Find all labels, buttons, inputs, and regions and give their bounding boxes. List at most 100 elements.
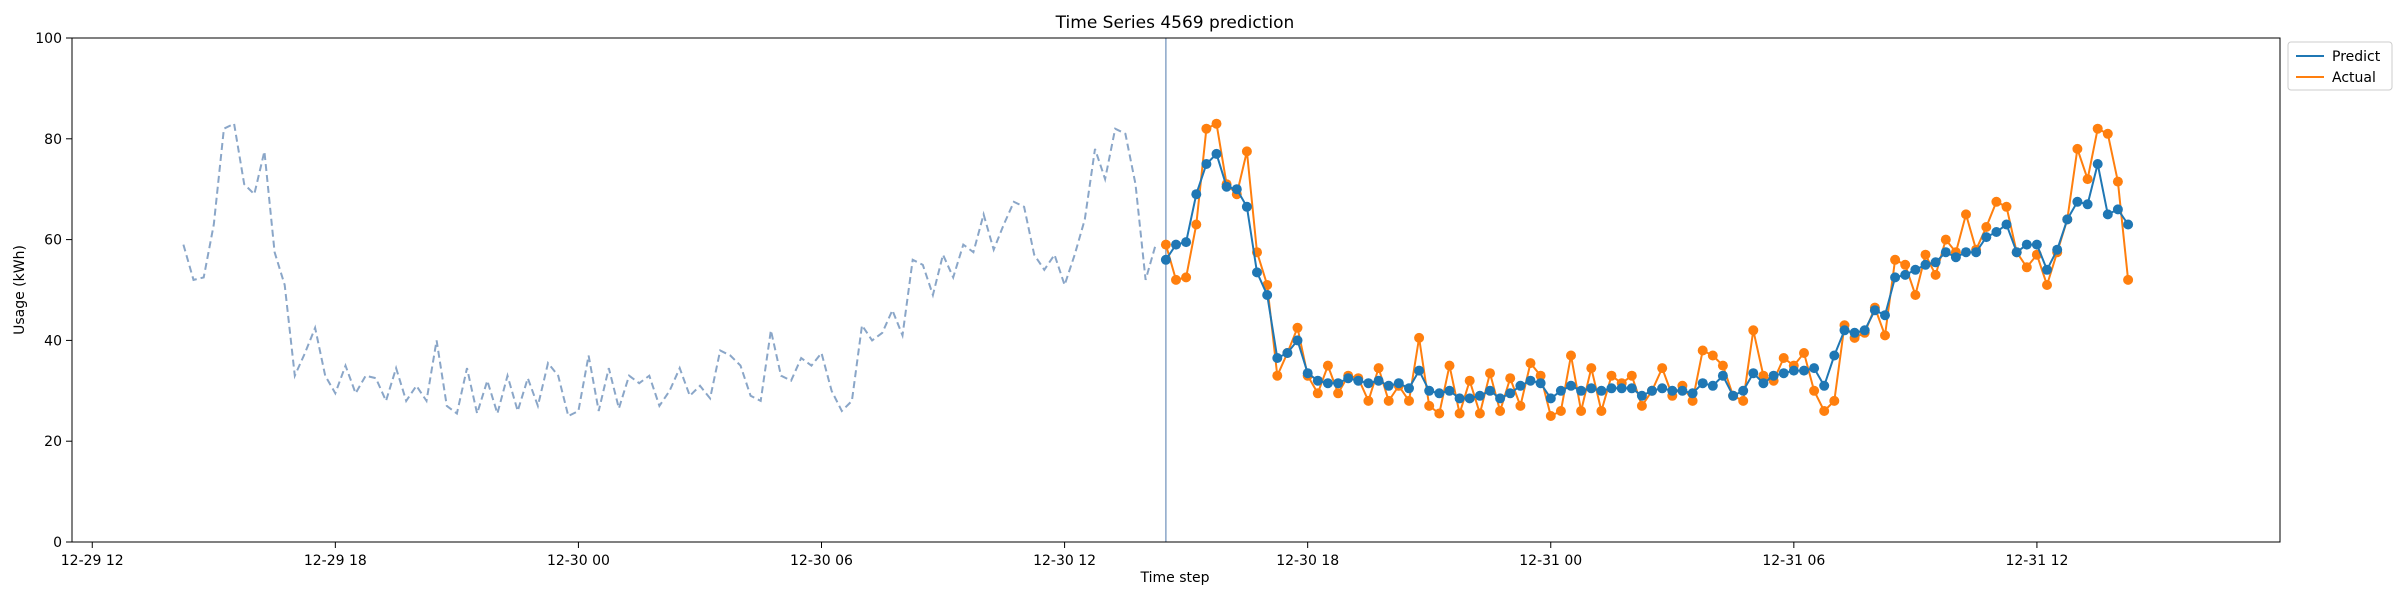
data-point-predict bbox=[1606, 383, 1617, 394]
legend: Predict Actual bbox=[2287, 41, 2393, 91]
data-point-actual bbox=[1576, 406, 1587, 416]
data-point-predict bbox=[1788, 365, 1799, 376]
data-point-predict bbox=[1312, 375, 1323, 386]
data-point-predict bbox=[1647, 385, 1657, 396]
data-point-predict bbox=[1880, 310, 1890, 321]
data-point-actual bbox=[1697, 345, 1708, 356]
plot-frame bbox=[71, 37, 2281, 543]
data-point-actual bbox=[1829, 395, 1840, 406]
plot-area bbox=[182, 38, 2134, 542]
data-point-actual bbox=[1474, 408, 1485, 419]
data-point-predict bbox=[1636, 390, 1647, 401]
data-point-predict bbox=[1444, 385, 1455, 396]
data-point-actual bbox=[1322, 360, 1333, 371]
data-point-actual bbox=[1424, 400, 1435, 411]
data-point-actual bbox=[1191, 219, 1202, 230]
data-point-predict bbox=[1282, 348, 1293, 358]
data-point-actual bbox=[1414, 332, 1425, 343]
data-point-predict bbox=[2062, 214, 2073, 225]
data-point-predict bbox=[1890, 272, 1901, 283]
x-tick-label: 12-30 18 bbox=[1276, 553, 1339, 569]
data-point-predict bbox=[1596, 385, 1607, 396]
data-point-actual bbox=[1981, 222, 1992, 232]
data-point-predict bbox=[1748, 368, 1759, 379]
data-point-predict bbox=[1616, 383, 1627, 394]
data-point-predict bbox=[1454, 393, 1465, 404]
data-point-predict bbox=[1343, 373, 1354, 384]
data-point-predict bbox=[1383, 380, 1394, 391]
data-point-predict bbox=[1424, 385, 1435, 396]
data-point-predict bbox=[1910, 264, 1921, 275]
data-point-actual bbox=[2072, 143, 2083, 154]
data-point-actual bbox=[1799, 348, 1809, 358]
data-point-actual bbox=[1748, 325, 1759, 336]
x-tick-label: 12-31 00 bbox=[1519, 553, 1582, 569]
data-point-predict bbox=[1950, 252, 1961, 263]
data-point-actual bbox=[1211, 118, 1222, 129]
data-point-predict bbox=[1505, 388, 1516, 399]
y-tick-label: 0 bbox=[53, 535, 62, 551]
data-point-actual bbox=[1312, 388, 1323, 399]
data-point-actual bbox=[1292, 322, 1303, 333]
data-point-predict bbox=[1555, 385, 1566, 396]
data-point-actual bbox=[1333, 388, 1344, 399]
data-point-predict bbox=[1211, 148, 1222, 159]
data-point-actual bbox=[1434, 408, 1445, 419]
data-point-predict bbox=[1626, 383, 1637, 394]
data-point-predict bbox=[1738, 385, 1749, 396]
data-point-predict bbox=[1191, 189, 1202, 200]
y-axis: 0 20 40 60 80 100 bbox=[35, 31, 72, 551]
y-tick-label: 20 bbox=[44, 434, 62, 450]
data-point-predict bbox=[1677, 385, 1688, 396]
data-point-actual bbox=[1930, 269, 1941, 280]
data-point-actual bbox=[1566, 350, 1576, 361]
data-point-actual bbox=[1505, 373, 1516, 384]
data-point-actual bbox=[1991, 196, 2002, 207]
data-point-actual bbox=[1890, 254, 1901, 265]
data-point-predict bbox=[2042, 264, 2052, 275]
data-point-actual bbox=[1444, 360, 1455, 371]
x-tick-label: 12-29 18 bbox=[304, 553, 367, 569]
data-point-predict bbox=[1799, 365, 1809, 376]
data-point-predict bbox=[1322, 378, 1333, 389]
data-point-predict bbox=[1839, 325, 1850, 336]
data-point-actual bbox=[1880, 330, 1890, 341]
data-point-actual bbox=[2092, 123, 2103, 134]
data-point-predict bbox=[2092, 159, 2103, 169]
y-tick-label: 100 bbox=[35, 31, 62, 47]
y-axis-label: Usage (kWh) bbox=[12, 245, 28, 335]
data-point-predict bbox=[2082, 199, 2093, 210]
chart-title: Time Series 4569 prediction bbox=[1055, 13, 1295, 33]
data-point-actual bbox=[1920, 249, 1931, 260]
data-point-predict bbox=[2072, 196, 2083, 207]
data-point-actual bbox=[2123, 274, 2134, 285]
data-point-predict bbox=[2102, 209, 2113, 220]
series-line-history bbox=[182, 122, 1157, 418]
data-point-predict bbox=[1535, 378, 1546, 389]
data-point-predict bbox=[1566, 380, 1576, 391]
data-point-actual bbox=[2112, 176, 2123, 187]
legend-label-actual: Actual bbox=[2332, 70, 2376, 86]
data-point-actual bbox=[2001, 201, 2012, 212]
data-point-actual bbox=[2102, 128, 2113, 139]
data-point-actual bbox=[1900, 259, 1911, 270]
x-tick-label: 12-31 06 bbox=[1762, 553, 1825, 569]
data-point-predict bbox=[1252, 267, 1262, 278]
data-point-actual bbox=[1707, 350, 1718, 361]
y-tick-label: 60 bbox=[44, 233, 62, 249]
data-point-actual bbox=[1910, 290, 1921, 300]
data-point-predict bbox=[1171, 239, 1181, 250]
data-point-actual bbox=[1485, 368, 1495, 379]
data-point-actual bbox=[1626, 370, 1637, 381]
data-point-actual bbox=[1515, 400, 1526, 411]
data-point-predict bbox=[1292, 335, 1303, 346]
data-point-predict bbox=[2112, 204, 2123, 215]
data-point-predict bbox=[1697, 378, 1708, 389]
series-line-predict bbox=[1165, 152, 2129, 400]
data-point-predict bbox=[1231, 184, 1242, 195]
data-point-actual bbox=[1383, 395, 1394, 406]
data-point-actual bbox=[1940, 234, 1951, 245]
data-point-actual bbox=[1687, 395, 1698, 406]
x-tick-label: 12-30 06 bbox=[790, 553, 853, 569]
